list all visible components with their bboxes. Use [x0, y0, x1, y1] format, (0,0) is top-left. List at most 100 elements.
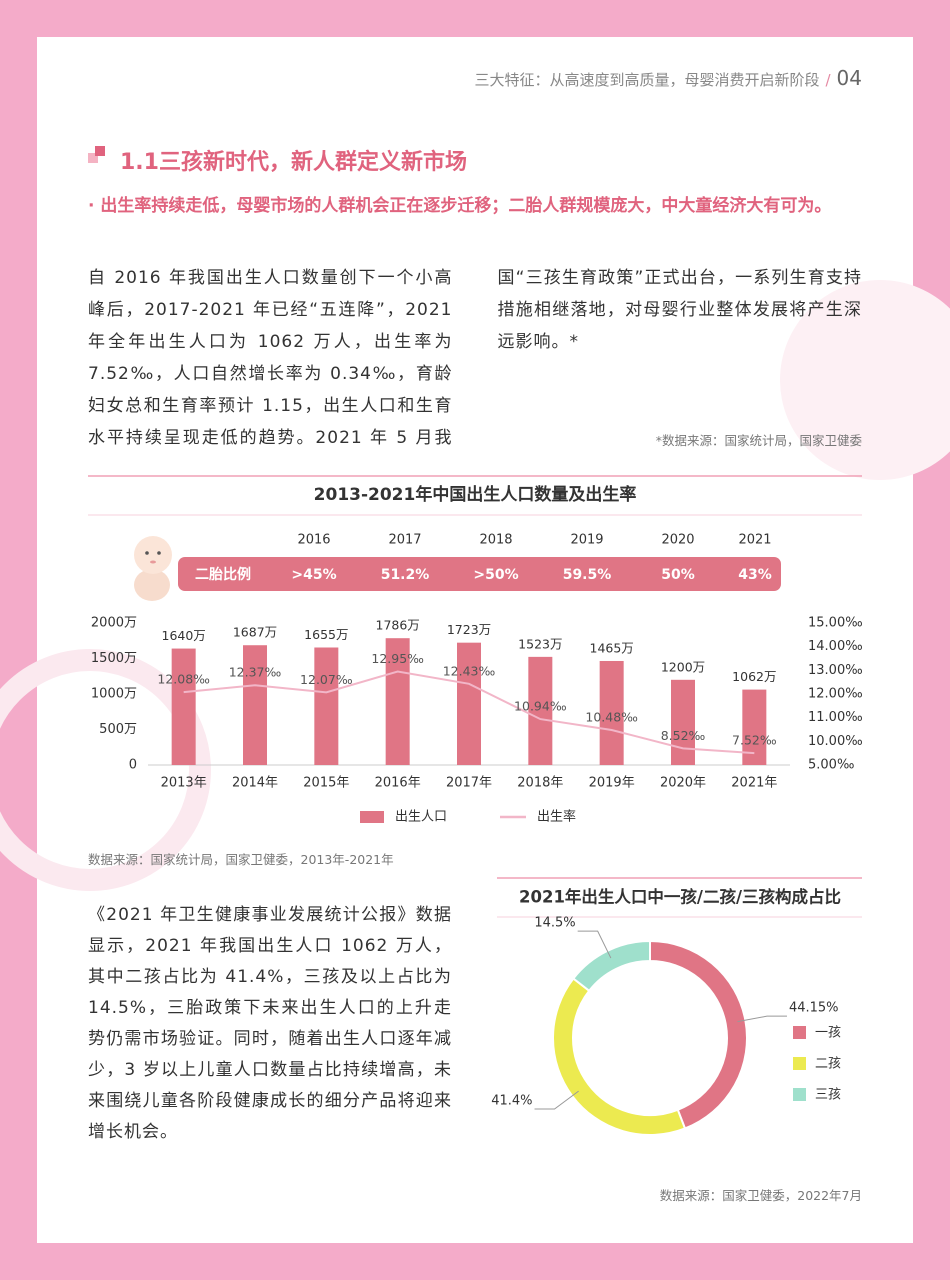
- value-label: 12.95‰: [371, 651, 424, 666]
- header: 三大特征：从高速度到高质量，母婴消费开启新阶段/04: [474, 66, 862, 90]
- x-tick-label: 2016年: [375, 776, 421, 791]
- x-tick-label: 2018年: [517, 776, 563, 791]
- paragraph: 《2021 年卫生健康事业发展统计公报》数据显示，2021 年我国出生人口 10…: [88, 905, 452, 1142]
- value-label: 1723万: [447, 622, 491, 637]
- value-label: 1640万: [162, 628, 206, 643]
- bar: [385, 638, 410, 765]
- value-label: 7.52‰: [732, 733, 777, 748]
- legend-label: 二孩: [815, 1057, 841, 1072]
- x-tick-label: 2013年: [161, 776, 207, 791]
- table-band: [178, 557, 781, 591]
- table-year: 2019: [570, 533, 603, 548]
- sheet: [37, 37, 913, 1243]
- y2-tick-label: 14.00‰: [808, 639, 863, 654]
- pie-slice: [571, 939, 651, 993]
- table-value: >45%: [291, 567, 336, 583]
- value-label: 1786万: [376, 618, 420, 633]
- value-label: 1465万: [590, 640, 634, 655]
- value-label: 1523万: [518, 636, 562, 651]
- chart-title: 2021年出生人口中一孩/二孩/三孩构成占比: [519, 887, 841, 907]
- legend-label: 出生率: [537, 809, 576, 825]
- table-value: >50%: [473, 567, 518, 583]
- value-label: 12.43‰: [443, 663, 496, 678]
- y-tick-label: 0: [129, 758, 137, 773]
- table-year: 2016: [297, 533, 330, 548]
- decor: [780, 280, 950, 480]
- value-label: 1062万: [732, 669, 776, 684]
- bar: [243, 645, 267, 765]
- table-year: 2017: [388, 533, 421, 548]
- value-label: 44.15%: [789, 1001, 839, 1016]
- y-tick-label: 500万: [99, 722, 137, 737]
- chart-title: 2013-2021年中国出生人口数量及出生率: [314, 484, 637, 505]
- header-title: 三大特征：从高速度到高质量，母婴消费开启新阶段: [474, 71, 820, 89]
- y2-tick-label: 13.00‰: [808, 663, 863, 678]
- y2-tick-label: 12.00‰: [808, 687, 863, 702]
- legend-swatch: [793, 1088, 806, 1101]
- line: [183, 670, 755, 755]
- value-label: 8.52‰: [661, 728, 706, 743]
- value-label: 12.07‰: [300, 672, 353, 687]
- table-value: 50%: [661, 567, 695, 583]
- legend-swatch: [793, 1057, 806, 1070]
- value-label: 12.08‰: [157, 672, 210, 687]
- source-note: 数据来源：国家统计局，国家卫健委，2013年-2021年: [88, 852, 394, 867]
- icon: [95, 146, 105, 156]
- x-tick-label: 2015年: [303, 776, 349, 791]
- legend-label: 一孩: [815, 1026, 841, 1041]
- legend-label: 出生人口: [395, 810, 447, 825]
- x-tick-label: 2019年: [589, 776, 635, 791]
- leader-line: [577, 930, 612, 959]
- bar: [457, 642, 481, 765]
- legend-swatch: [793, 1026, 806, 1039]
- leader-line: [737, 1015, 787, 1023]
- icon: [88, 153, 98, 163]
- value-label: 10.94‰: [514, 699, 567, 714]
- legend-swatch: [360, 811, 384, 823]
- value-label: 14.5%: [534, 916, 575, 931]
- value-label: 1687万: [233, 625, 277, 640]
- highlight: · 出生率持续走低，母婴市场的人群机会正在逐步迁移；二胎人群规模庞大，中大童经济…: [88, 196, 832, 216]
- y2-tick-label: 15.00‰: [808, 616, 863, 631]
- baby-icon: [134, 536, 172, 601]
- value-label: 1655万: [304, 627, 348, 642]
- page-number: 04: [836, 66, 862, 90]
- y2-tick-label: 5.00‰: [808, 758, 854, 773]
- table-value: 51.2%: [381, 567, 430, 583]
- source-note: 数据来源：国家卫健委，2022年7月: [659, 1188, 862, 1203]
- pie-slice: [649, 939, 748, 1130]
- value-label: 41.4%: [491, 1094, 532, 1109]
- paragraph: 自 2016 年我国出生人口数量创下一个小高峰后，2017-2021 年已经“五…: [88, 268, 862, 448]
- bar: [671, 679, 695, 765]
- bar: [528, 656, 553, 765]
- legend-label: 三孩: [815, 1088, 841, 1103]
- value-label: 12.37‰: [229, 665, 282, 680]
- table-label: 二胎比例: [195, 566, 251, 583]
- table-year: 2020: [661, 533, 694, 548]
- section-title: 1.1三孩新时代，新人群定义新市场: [120, 150, 467, 175]
- pie-slice: [552, 977, 687, 1136]
- x-tick-label: 2021年: [731, 776, 777, 791]
- source-note: *数据来源：国家统计局，国家卫健委: [655, 433, 862, 448]
- x-tick-label: 2017年: [446, 776, 492, 791]
- bar: [742, 689, 767, 765]
- table-value: 59.5%: [563, 567, 612, 583]
- y2-tick-label: 10.00‰: [808, 734, 863, 749]
- y2-tick-label: 11.00‰: [808, 710, 863, 725]
- bar: [599, 660, 624, 765]
- y-tick-label: 2000万: [91, 616, 137, 631]
- table-value: 43%: [738, 567, 772, 583]
- value-label: 10.48‰: [585, 709, 638, 724]
- y-tick-label: 1000万: [91, 687, 137, 702]
- table-year: 2021: [738, 533, 771, 548]
- bar: [171, 648, 196, 765]
- decor: [0, 649, 211, 891]
- table-year: 2018: [479, 533, 512, 548]
- y-tick-label: 1500万: [91, 651, 137, 666]
- highlight-text: 出生率持续走低，母婴市场的人群机会正在逐步迁移；二胎人群规模庞大，中大童经济大有…: [100, 196, 832, 216]
- x-tick-label: 2014年: [232, 776, 278, 791]
- x-tick-label: 2020年: [660, 776, 706, 791]
- value-label: 1200万: [661, 659, 705, 674]
